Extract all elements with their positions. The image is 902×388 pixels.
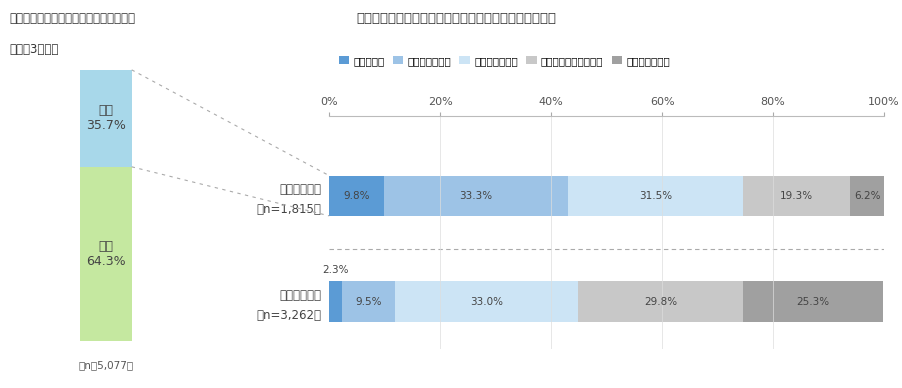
- Text: 33.0%: 33.0%: [470, 296, 502, 307]
- Text: （直近3か月）: （直近3か月）: [9, 43, 59, 56]
- Text: 6.2%: 6.2%: [854, 191, 880, 201]
- Text: 31.5%: 31.5%: [640, 191, 672, 201]
- Legend: 利用したい, やや利用したい, どちらでもない, あまり利用したくない, 利用したくない: 利用したい, やや利用したい, どちらでもない, あまり利用したくない, 利用し…: [335, 52, 674, 70]
- Bar: [395, 281, 578, 322]
- Text: 利用経験あり: 利用経験あり: [279, 183, 321, 196]
- Text: 25.3%: 25.3%: [796, 296, 830, 307]
- Text: （n=1,815）: （n=1,815）: [256, 203, 321, 216]
- Text: 利用経験なし: 利用経験なし: [279, 289, 321, 302]
- Bar: [80, 167, 132, 341]
- Text: （n＝5,077）: （n＝5,077）: [78, 360, 133, 371]
- Text: ない
64.3%: ない 64.3%: [87, 240, 125, 268]
- Bar: [850, 176, 885, 216]
- Text: 2.3%: 2.3%: [322, 265, 349, 275]
- Bar: [383, 176, 568, 216]
- Text: 29.8%: 29.8%: [644, 296, 677, 307]
- Text: ある
35.7%: ある 35.7%: [86, 104, 126, 132]
- Bar: [329, 281, 342, 322]
- Bar: [80, 70, 132, 167]
- Bar: [743, 176, 850, 216]
- Text: リモートコミュニケーションの利用意向【利用経験別】: リモートコミュニケーションの利用意向【利用経験別】: [356, 12, 557, 25]
- Bar: [568, 176, 743, 216]
- Bar: [342, 281, 395, 322]
- Text: 33.3%: 33.3%: [459, 191, 492, 201]
- Text: リモートコミュニケーションの利用経験: リモートコミュニケーションの利用経験: [9, 12, 135, 25]
- Text: 9.8%: 9.8%: [343, 191, 370, 201]
- Text: （n=3,262）: （n=3,262）: [256, 309, 321, 322]
- Text: 9.5%: 9.5%: [355, 296, 382, 307]
- Bar: [329, 176, 383, 216]
- Text: 19.3%: 19.3%: [780, 191, 813, 201]
- Bar: [578, 281, 743, 322]
- Bar: [743, 281, 883, 322]
